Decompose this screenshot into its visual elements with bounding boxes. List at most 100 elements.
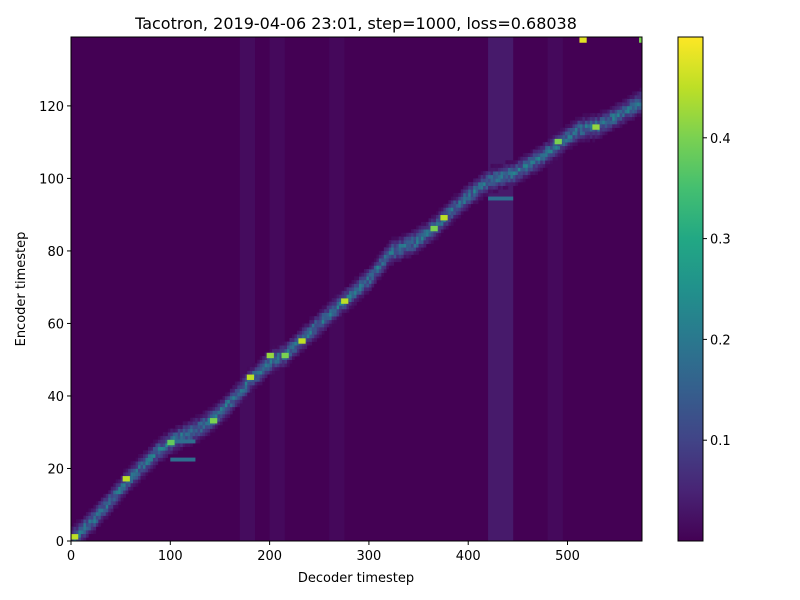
attention-cell — [574, 134, 578, 139]
attention-cell — [133, 482, 136, 487]
attention-cell — [214, 410, 218, 415]
attention-cell — [247, 392, 251, 397]
attention-cell — [219, 421, 223, 426]
attention-cell — [421, 247, 424, 252]
attention-cell — [296, 352, 300, 357]
attention-cell — [416, 229, 419, 234]
attention-cell — [85, 533, 89, 538]
attention-cell — [612, 109, 615, 114]
attention-cell — [291, 337, 295, 342]
attention-cell — [237, 388, 241, 393]
attention-cell — [170, 446, 174, 451]
attention-cell — [242, 381, 246, 386]
attention-cell — [547, 145, 551, 150]
attention-cell — [502, 185, 506, 190]
attention-cell — [545, 156, 548, 161]
attention-cell — [582, 120, 586, 125]
attention-cell — [197, 424, 201, 429]
attention-cell — [381, 265, 385, 270]
attention-cell — [142, 461, 146, 466]
attention-cell — [602, 109, 606, 114]
attention-branch — [170, 457, 196, 462]
attention-cell — [192, 432, 196, 437]
attention-cell — [138, 475, 141, 480]
attention-cell — [567, 124, 571, 128]
attention-cell — [547, 160, 551, 165]
attention-cell — [185, 435, 188, 440]
attention-cell — [627, 95, 630, 99]
attention-cell — [294, 352, 298, 357]
attention-cell — [572, 142, 576, 147]
attention-cell — [552, 138, 556, 143]
attention-cell — [135, 461, 139, 466]
attention-cell — [115, 493, 119, 498]
attention-cell — [589, 134, 593, 139]
attention-cell — [450, 214, 454, 219]
attention-cell — [490, 178, 494, 183]
attention-cell — [291, 352, 295, 357]
attention-cell — [535, 163, 539, 168]
attention-cell — [351, 283, 355, 288]
attention-cell — [299, 330, 303, 335]
attention-cell — [629, 98, 633, 103]
attention-cell — [133, 479, 136, 484]
attention-cell — [167, 432, 171, 437]
attention-cell — [363, 276, 367, 281]
attention-cell — [584, 120, 588, 125]
attention-cell — [366, 272, 370, 277]
attention-cell — [259, 381, 263, 386]
attention-cell — [301, 345, 305, 350]
attention-cell — [113, 504, 116, 509]
attention-cell — [242, 377, 246, 382]
attention-cell — [393, 240, 397, 244]
attention-cell — [515, 171, 519, 176]
attention-cell — [637, 98, 640, 103]
attention-cell — [95, 501, 99, 506]
attention-cell — [468, 189, 471, 194]
attention-cell — [282, 348, 285, 353]
attention-cell — [637, 105, 640, 110]
attention-cell — [197, 414, 201, 419]
x-axis-label: Decoder timestep — [298, 571, 414, 586]
attention-cell — [470, 192, 474, 197]
attention-cell — [289, 337, 293, 342]
attention-cell — [550, 138, 553, 143]
attention-cell — [577, 116, 581, 121]
attention-cell — [120, 490, 124, 495]
attention-cell — [274, 356, 278, 361]
attention-cell — [619, 102, 623, 107]
attention-cell — [326, 319, 330, 324]
attention-cell — [443, 207, 447, 212]
attention-cell — [376, 261, 380, 266]
attention-cell — [639, 95, 642, 99]
attention-cell — [366, 290, 370, 295]
attention-cell — [349, 298, 352, 302]
attention-cell — [162, 457, 166, 462]
attention-cell — [274, 363, 278, 368]
attention-cell — [366, 287, 370, 292]
attention-cell — [150, 453, 154, 458]
attention-cell — [125, 486, 129, 491]
attention-cell — [90, 519, 94, 524]
attention-cell — [128, 468, 131, 473]
attention-cell — [108, 490, 112, 495]
attention-cell — [480, 185, 484, 190]
attention-cell — [110, 508, 114, 513]
attention-cell — [269, 348, 273, 353]
attention-cell — [515, 167, 519, 172]
attention-cell — [522, 156, 526, 161]
attention-cell — [294, 334, 298, 339]
attention-cell — [277, 359, 280, 364]
attention-cell — [517, 178, 521, 183]
attention-cell — [373, 272, 377, 277]
x-tick-label: 300 — [356, 549, 381, 564]
attention-cell — [224, 399, 228, 404]
attention-cell — [301, 330, 305, 335]
attention-cell — [398, 254, 402, 259]
attention-cell — [498, 185, 501, 190]
attention-cell — [361, 279, 365, 284]
attention-peak — [430, 225, 438, 232]
attention-cell — [207, 424, 211, 429]
attention-cell — [130, 479, 134, 484]
attention-cell — [468, 192, 471, 197]
